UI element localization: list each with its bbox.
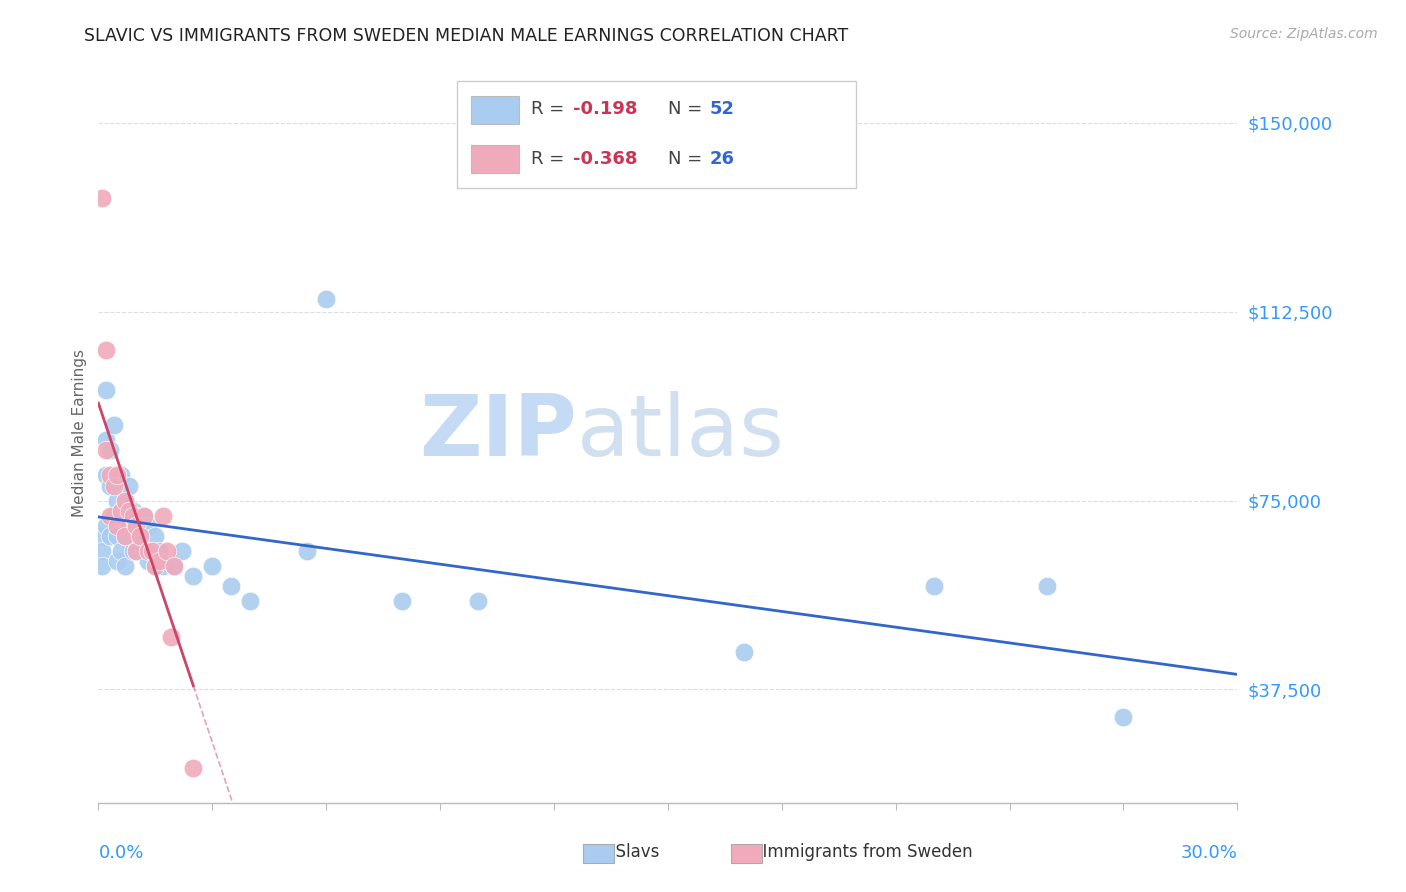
Point	[125, 508, 148, 523]
Point	[103, 478, 125, 492]
Point	[114, 493, 136, 508]
FancyBboxPatch shape	[471, 95, 519, 124]
Point	[391, 594, 413, 608]
Point	[148, 544, 170, 558]
Point	[98, 478, 121, 492]
Point	[110, 504, 132, 518]
Point	[91, 191, 114, 205]
Text: Source: ZipAtlas.com: Source: ZipAtlas.com	[1230, 27, 1378, 41]
Point	[163, 559, 186, 574]
Text: N =: N =	[668, 100, 702, 118]
Point	[94, 518, 117, 533]
Point	[132, 508, 155, 523]
Text: -0.198: -0.198	[574, 100, 638, 118]
Point	[183, 760, 205, 774]
Point	[152, 508, 174, 523]
Point	[98, 529, 121, 543]
Y-axis label: Median Male Earnings: Median Male Earnings	[72, 349, 87, 516]
Point	[239, 594, 262, 608]
Point	[94, 383, 117, 397]
Point	[91, 559, 114, 574]
Point	[467, 594, 489, 608]
Point	[103, 508, 125, 523]
Text: 52: 52	[710, 100, 735, 118]
Point	[91, 529, 114, 543]
Point	[733, 645, 755, 659]
Point	[121, 544, 143, 558]
Point	[110, 544, 132, 558]
Point	[114, 529, 136, 543]
Point	[94, 433, 117, 447]
Text: 0.0%: 0.0%	[98, 845, 143, 863]
Text: Immigrants from Sweden: Immigrants from Sweden	[752, 843, 973, 861]
Text: ZIP: ZIP	[419, 391, 576, 475]
Point	[94, 443, 117, 458]
Point	[1112, 710, 1135, 724]
Point	[297, 544, 319, 558]
Point	[107, 493, 129, 508]
Point	[1036, 579, 1059, 593]
Point	[103, 468, 125, 483]
Point	[98, 508, 121, 523]
Text: R =: R =	[531, 100, 564, 118]
Point	[129, 529, 152, 543]
Point	[107, 554, 129, 568]
Point	[94, 468, 117, 483]
Point	[110, 504, 132, 518]
Point	[141, 544, 163, 558]
Point	[118, 478, 141, 492]
Point	[145, 559, 167, 574]
Point	[94, 343, 117, 357]
Point	[132, 544, 155, 558]
Point	[121, 504, 143, 518]
Point	[98, 443, 121, 458]
Point	[145, 529, 167, 543]
Point	[136, 544, 159, 558]
Point	[163, 559, 186, 574]
Text: atlas: atlas	[576, 391, 785, 475]
Point	[141, 544, 163, 558]
Point	[107, 518, 129, 533]
Text: SLAVIC VS IMMIGRANTS FROM SWEDEN MEDIAN MALE EARNINGS CORRELATION CHART: SLAVIC VS IMMIGRANTS FROM SWEDEN MEDIAN …	[84, 27, 849, 45]
Text: N =: N =	[668, 150, 702, 168]
Point	[125, 544, 148, 558]
Point	[114, 493, 136, 508]
Point	[114, 559, 136, 574]
Point	[152, 559, 174, 574]
Point	[159, 630, 181, 644]
Point	[98, 468, 121, 483]
Point	[145, 559, 167, 574]
Point	[114, 529, 136, 543]
Point	[107, 468, 129, 483]
Point	[103, 418, 125, 433]
Point	[121, 508, 143, 523]
Text: -0.368: -0.368	[574, 150, 638, 168]
Point	[156, 544, 179, 558]
Point	[91, 544, 114, 558]
FancyBboxPatch shape	[471, 145, 519, 173]
Point	[201, 559, 224, 574]
Point	[125, 544, 148, 558]
Text: Slavs: Slavs	[605, 843, 659, 861]
Point	[125, 518, 148, 533]
Point	[148, 554, 170, 568]
Point	[107, 529, 129, 543]
Point	[129, 529, 152, 543]
FancyBboxPatch shape	[457, 81, 856, 188]
Point	[136, 554, 159, 568]
Text: 30.0%: 30.0%	[1181, 845, 1237, 863]
Text: 26: 26	[710, 150, 735, 168]
Point	[118, 518, 141, 533]
Point	[110, 468, 132, 483]
Point	[132, 508, 155, 523]
Text: R =: R =	[531, 150, 564, 168]
Point	[315, 292, 337, 306]
Point	[922, 579, 945, 593]
Point	[136, 518, 159, 533]
Point	[183, 569, 205, 583]
Point	[118, 504, 141, 518]
Point	[170, 544, 193, 558]
Point	[221, 579, 243, 593]
